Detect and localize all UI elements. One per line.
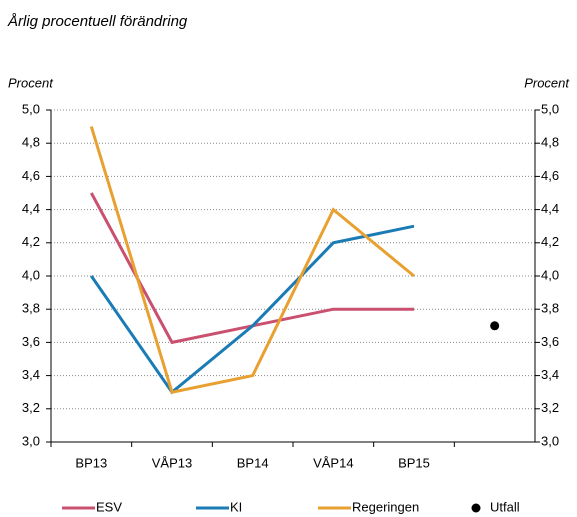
y-tick-label: 3,2 bbox=[22, 400, 40, 415]
y-tick-label: 5,0 bbox=[22, 101, 40, 116]
legend-label: Regeringen bbox=[352, 499, 419, 514]
y-tick-label: 3,6 bbox=[22, 334, 40, 349]
x-tick-label: BP15 bbox=[398, 455, 430, 470]
y-tick-label: 4,4 bbox=[22, 201, 40, 216]
x-tick-label: VÅP13 bbox=[152, 455, 192, 470]
y2-tick-label: 4,8 bbox=[541, 135, 559, 150]
x-tick-label: BP14 bbox=[237, 455, 269, 470]
y2-tick-label: 3,2 bbox=[541, 400, 559, 415]
data-point bbox=[490, 321, 500, 331]
legend-label: KI bbox=[230, 499, 242, 514]
y2-tick-label: 4,2 bbox=[541, 234, 559, 249]
chart-title: Årlig procentuell förändring bbox=[7, 13, 188, 30]
y-tick-label: 4,2 bbox=[22, 234, 40, 249]
x-tick-label: BP13 bbox=[75, 455, 107, 470]
y2-tick-label: 3,0 bbox=[541, 433, 559, 448]
y-tick-label: 3,8 bbox=[22, 301, 40, 316]
y-tick-label: 3,4 bbox=[22, 367, 40, 382]
y-tick-label: 4,6 bbox=[22, 168, 40, 183]
y-axis-label: Procent bbox=[8, 75, 54, 90]
y-tick-label: 4,8 bbox=[22, 135, 40, 150]
y-tick-label: 4,0 bbox=[22, 267, 40, 282]
line-series bbox=[89, 126, 415, 394]
line-series bbox=[90, 224, 415, 395]
y2-tick-label: 3,6 bbox=[541, 334, 559, 349]
y2-tick-label: 3,4 bbox=[541, 367, 559, 382]
legend-label: Utfall bbox=[490, 499, 520, 514]
y2-tick-label: 3,8 bbox=[541, 301, 559, 316]
legend-label: ESV bbox=[96, 499, 122, 514]
legend-marker bbox=[471, 503, 481, 513]
y2-tick-label: 4,6 bbox=[541, 168, 559, 183]
line-series bbox=[90, 192, 414, 345]
y2-axis-label: Procent bbox=[524, 75, 570, 90]
y-tick-label: 3,0 bbox=[22, 433, 40, 448]
y2-tick-label: 5,0 bbox=[541, 101, 559, 116]
y2-tick-label: 4,4 bbox=[541, 201, 559, 216]
y2-tick-label: 4,0 bbox=[541, 267, 559, 282]
x-tick-label: VÅP14 bbox=[313, 455, 353, 470]
